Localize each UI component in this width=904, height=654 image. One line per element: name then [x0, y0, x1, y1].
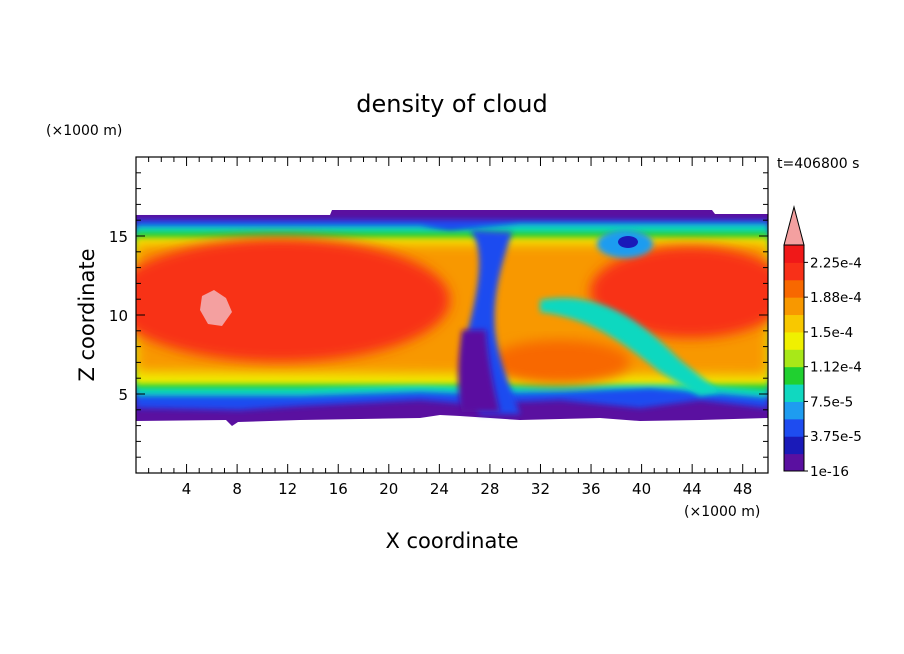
colorbar-extend-triangle	[783, 205, 805, 246]
colorbar-segment	[784, 401, 804, 420]
y-axis-title: Z coordinate	[75, 248, 99, 381]
peak-patch-left	[200, 290, 232, 326]
colorbar-segment	[784, 331, 804, 350]
colorbar-segment	[784, 436, 804, 455]
x-tick-label: 44	[683, 480, 702, 498]
x-tick-label: 8	[232, 480, 242, 498]
x-tick-label: 20	[379, 480, 398, 498]
x-unit-label: (×1000 m)	[684, 504, 760, 520]
x-tick-label: 24	[430, 480, 449, 498]
colorbar-label: 1.88e-4	[810, 290, 862, 306]
y-tick-label: 15	[109, 228, 128, 246]
y-tick-label: 10	[109, 307, 128, 325]
colorbar-label: 7.5e-5	[810, 394, 853, 410]
x-tick-label: 4	[182, 480, 192, 498]
y-axis: 5 10 15	[109, 172, 768, 458]
x-tick-label: 32	[531, 480, 550, 498]
colorbar-label: 2.25e-4	[810, 255, 862, 271]
colorbar-segment	[784, 349, 804, 368]
y-tick-label: 5	[118, 386, 128, 404]
mid-red-core	[490, 340, 630, 384]
density-field	[136, 210, 768, 426]
x-tick-label: 16	[329, 480, 348, 498]
x-axis-title: X coordinate	[385, 529, 518, 553]
colorbar-segment	[784, 262, 804, 281]
x-tick-label: 40	[632, 480, 651, 498]
time-label: t=406800 s	[777, 156, 859, 172]
x-tick-label: 28	[480, 480, 499, 498]
colorbar-label: 3.75e-5	[810, 429, 862, 445]
colorbar-segment	[784, 366, 804, 385]
x-tick-label: 36	[581, 480, 600, 498]
upper-swirl-center	[618, 236, 638, 248]
colorbar-label: 1.5e-4	[810, 325, 853, 341]
colorbar-label: 1.12e-4	[810, 360, 862, 376]
colorbar-segment	[784, 384, 804, 402]
colorbar-segment	[784, 279, 804, 298]
x-tick-label: 48	[733, 480, 752, 498]
colorbar-segment	[784, 418, 804, 437]
colorbar-segment	[784, 314, 804, 333]
colorbar-segment	[784, 453, 804, 472]
x-axis: 4 8 12 16 20 24 28 32 36 40 44 48	[148, 157, 756, 498]
colorbar-segment	[784, 297, 804, 316]
chart-title: density of cloud	[356, 90, 547, 118]
y-unit-label: (×1000 m)	[46, 123, 122, 139]
left-red-core	[136, 238, 450, 362]
right-red-core	[590, 246, 768, 338]
x-tick-label: 12	[278, 480, 297, 498]
central-plume-core	[458, 330, 500, 412]
colorbar-label: 1e-16	[810, 464, 849, 480]
colorbar-segment	[784, 245, 804, 263]
slanted-band	[540, 298, 720, 396]
colorbar: 1e-16 3.75e-5 7.5e-5 1.12e-4 1.5e-4 1.88e-4 2.…	[783, 205, 862, 480]
colorbar-frame	[783, 244, 805, 472]
